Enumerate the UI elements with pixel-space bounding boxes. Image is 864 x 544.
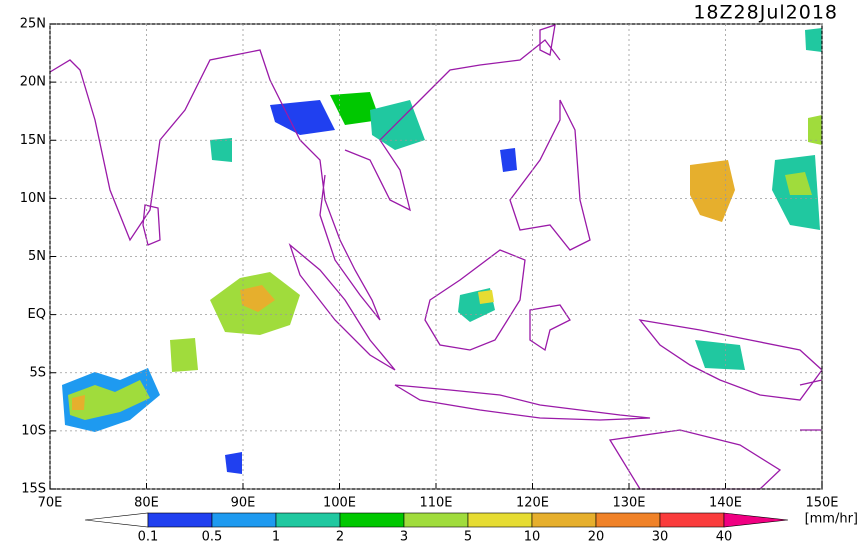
colorbar-segment (531, 512, 597, 528)
colorbar-under (84, 512, 149, 528)
colorbar-label: 0.1 (138, 530, 159, 544)
colorbar-over (723, 512, 789, 528)
coastlines (49, 24, 823, 490)
colorbar-segment (339, 512, 405, 528)
colorbar-segment (147, 512, 213, 528)
colorbar-segment (467, 512, 533, 528)
lon-tick-label: 100E (323, 496, 356, 511)
rain-areas (62, 28, 822, 474)
lon-tick-label: 90E (231, 496, 256, 511)
colorbar-segment (403, 512, 469, 528)
lon-tick-label: 70E (38, 496, 63, 511)
lon-tick-label: 120E (516, 496, 549, 511)
lat-tick-label: 5S (29, 365, 46, 380)
lon-tick-label: 140E (709, 496, 742, 511)
colorbar-segment (275, 512, 341, 528)
colorbar-segment (595, 512, 661, 528)
lat-tick-label: 10N (20, 191, 46, 206)
lat-tick-label: 25N (20, 17, 46, 32)
colorbar-segment (659, 512, 725, 528)
lat-tick-label: 15S (21, 482, 46, 497)
lat-tick-label: EQ (28, 307, 46, 322)
map-layer (49, 24, 823, 490)
colorbar-label: 3 (400, 530, 408, 544)
colorbar-label: 2 (336, 530, 344, 544)
colorbar-label: 40 (716, 530, 733, 544)
colorbar-label: 5 (464, 530, 472, 544)
colorbar-label: 1 (272, 530, 280, 544)
lat-tick-label: 15N (20, 133, 46, 148)
colorbar-label: 20 (588, 530, 605, 544)
colorbar-label: 30 (652, 530, 669, 544)
lat-tick-label: 20N (20, 75, 46, 90)
lon-tick-label: 130E (612, 496, 645, 511)
colorbar-label: 0.5 (202, 530, 223, 544)
colorbar-unit: [mm/hr] (805, 512, 858, 527)
colorbar-label: 10 (524, 530, 541, 544)
lat-tick-label: 10S (21, 423, 46, 438)
map-title: 18Z28Jul2018 (693, 2, 838, 24)
lon-tick-label: 110E (419, 496, 452, 511)
lat-tick-label: 5N (28, 249, 46, 264)
lon-tick-label: 150E (805, 496, 838, 511)
colorbar-segment (211, 512, 277, 528)
lon-tick-label: 80E (134, 496, 159, 511)
